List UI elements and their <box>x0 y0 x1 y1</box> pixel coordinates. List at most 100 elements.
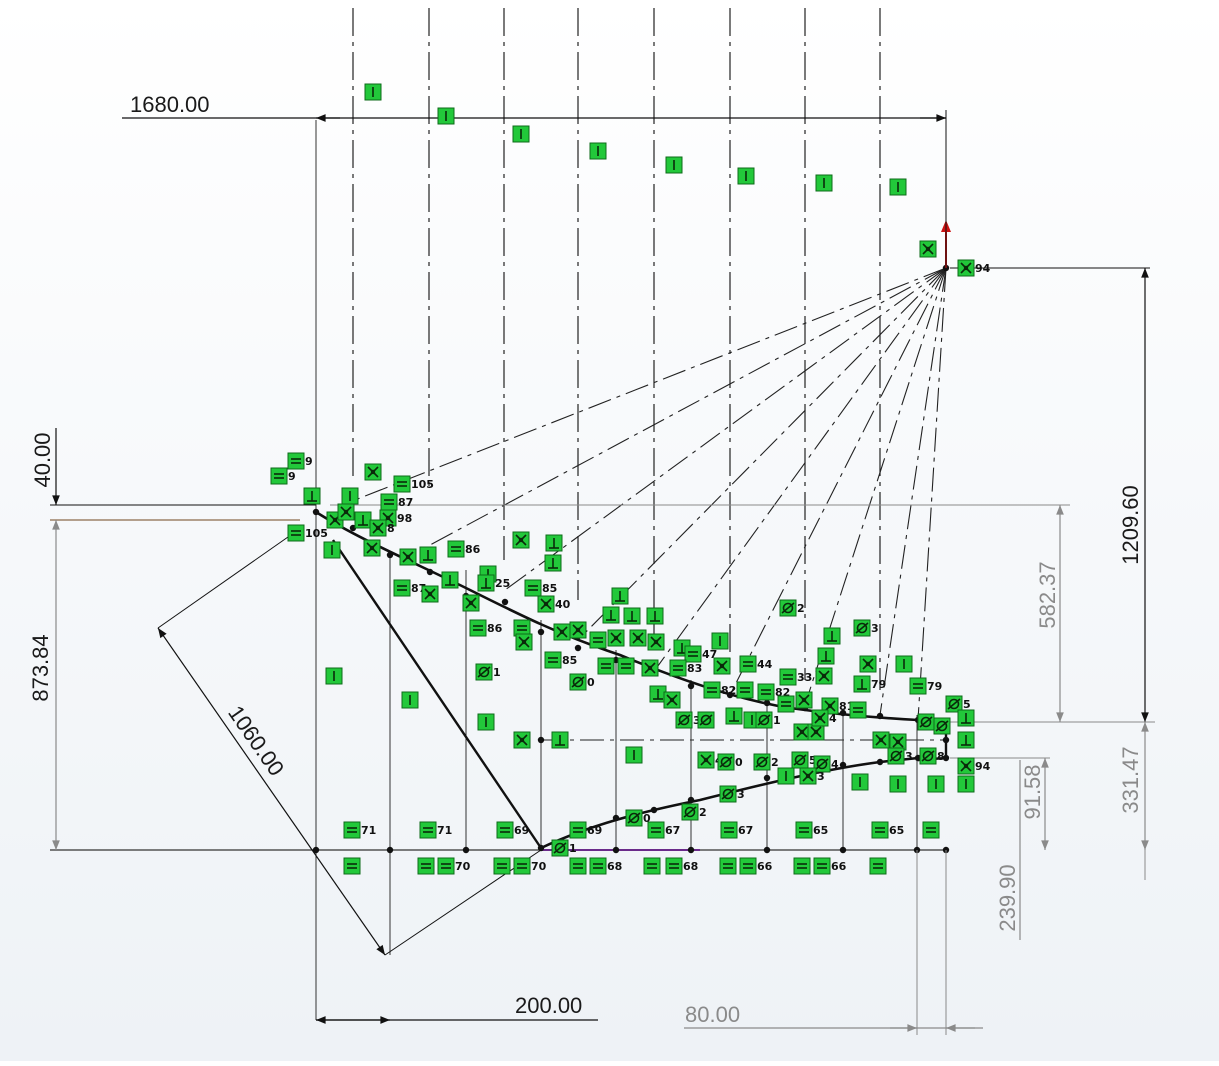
coincident-relation-icon[interactable] <box>607 629 625 647</box>
vertical-relation-icon[interactable] <box>589 142 607 160</box>
horizontal-relation-icon[interactable]: 67 <box>720 821 753 839</box>
perpendicular-relation-icon[interactable] <box>354 511 372 529</box>
perpendicular-relation-icon[interactable] <box>551 731 569 749</box>
horizontal-relation-icon[interactable] <box>343 857 361 875</box>
dimension-239[interactable]: 239.90 <box>995 760 1021 940</box>
coincident-relation-icon[interactable] <box>889 733 907 751</box>
tangent-relation-icon[interactable]: 5 <box>791 751 817 769</box>
dimension-331[interactable]: 331.47 <box>950 721 1155 880</box>
horizontal-relation-icon[interactable]: 65 <box>871 821 904 839</box>
coincident-relation-icon[interactable] <box>713 657 731 675</box>
vertical-relation-icon[interactable] <box>437 107 455 125</box>
vertical-relation-icon[interactable] <box>323 541 341 559</box>
perpendicular-relation-icon[interactable]: 79 <box>853 675 886 693</box>
horizontal-relation-icon[interactable]: 9 <box>287 452 313 470</box>
tangent-relation-icon[interactable]: 1 <box>551 839 577 857</box>
vertical-relation-icon[interactable] <box>477 713 495 731</box>
perpendicular-relation-icon[interactable] <box>419 546 437 564</box>
vertical-relation-icon[interactable] <box>325 667 343 685</box>
vertical-relation-icon[interactable] <box>711 632 729 650</box>
horizontal-relation-icon[interactable] <box>513 619 531 637</box>
dimension-873[interactable]: 873.84 <box>28 519 300 851</box>
coincident-relation-icon[interactable] <box>462 594 480 612</box>
horizontal-relation-icon[interactable]: 9 <box>270 467 296 485</box>
horizontal-relation-icon[interactable]: 66 <box>813 857 847 875</box>
horizontal-relation-icon[interactable]: 67 <box>647 821 680 839</box>
horizontal-relation-icon[interactable] <box>793 857 811 875</box>
coincident-relation-icon[interactable] <box>513 731 531 749</box>
dimension-40[interactable]: 40.00 <box>30 428 316 506</box>
horizontal-relation-icon[interactable]: 33 <box>779 668 812 686</box>
horizontal-relation-icon[interactable] <box>569 857 587 875</box>
tangent-relation-icon[interactable]: 2 <box>681 803 707 821</box>
dimension-1680[interactable]: 1680.00 <box>122 92 947 268</box>
vertical-relation-icon[interactable] <box>512 125 530 143</box>
coincident-relation-icon[interactable]: 8 <box>369 519 395 537</box>
tangent-relation-icon[interactable]: 8 <box>919 747 945 765</box>
coincident-relation-icon[interactable] <box>399 548 417 566</box>
dimension-873-text[interactable]: 873.84 <box>28 634 53 701</box>
vertical-relation-icon[interactable] <box>851 773 869 791</box>
vertical-relation-icon[interactable] <box>341 487 359 505</box>
horizontal-relation-icon[interactable]: 44 <box>739 655 773 673</box>
dimension-1060[interactable]: 1060.00 <box>157 529 542 956</box>
coincident-relation-icon[interactable] <box>337 503 355 521</box>
vertical-relation-icon[interactable] <box>401 691 419 709</box>
vertical-relation-icon[interactable] <box>895 655 913 673</box>
coincident-relation-icon[interactable] <box>807 723 825 741</box>
horizontal-relation-icon[interactable]: 105 <box>393 475 434 493</box>
horizontal-relation-icon[interactable] <box>417 857 435 875</box>
vertical-relation-icon[interactable] <box>957 775 975 793</box>
coincident-relation-icon[interactable] <box>663 691 681 709</box>
tangent-relation-icon[interactable]: 2 <box>753 753 779 771</box>
perpendicular-relation-icon[interactable] <box>611 587 629 605</box>
horizontal-relation-icon[interactable]: 82 <box>703 681 736 699</box>
dimension-80[interactable]: 80.00 <box>684 850 983 1035</box>
tangent-relation-icon[interactable]: 5 <box>945 695 971 713</box>
perpendicular-relation-icon[interactable] <box>817 647 835 665</box>
vertical-relation-icon[interactable] <box>927 775 945 793</box>
coincident-relation-icon[interactable]: 3 <box>799 767 825 785</box>
tangent-relation-icon[interactable]: 3 <box>675 711 701 729</box>
horizontal-relation-icon[interactable] <box>736 681 754 699</box>
horizontal-relation-icon[interactable]: 71 <box>419 821 452 839</box>
horizontal-relation-icon[interactable] <box>617 657 635 675</box>
vertical-relation-icon[interactable] <box>364 83 382 101</box>
dimension-1209-text[interactable]: 1209.60 <box>1118 485 1143 565</box>
tangent-relation-icon[interactable]: 1 <box>475 663 501 681</box>
vertical-relation-icon[interactable] <box>815 174 833 192</box>
coincident-relation-icon[interactable] <box>363 539 381 557</box>
horizontal-relation-icon[interactable] <box>849 701 867 719</box>
horizontal-relation-icon[interactable]: 87 <box>393 579 426 597</box>
vertical-relation-icon[interactable] <box>889 775 907 793</box>
coincident-relation-icon[interactable] <box>815 667 833 685</box>
horizontal-relation-icon[interactable]: 69 <box>496 821 529 839</box>
perpendicular-relation-icon[interactable] <box>544 554 562 572</box>
coincident-relation-icon[interactable] <box>512 531 530 549</box>
tangent-relation-icon[interactable]: 4 <box>813 755 839 773</box>
horizontal-relation-icon[interactable]: 85 <box>544 651 577 669</box>
horizontal-relation-icon[interactable]: 65 <box>795 821 828 839</box>
tangent-relation-icon[interactable]: 0 <box>569 673 595 691</box>
vertical-relation-icon[interactable] <box>625 746 643 764</box>
dimension-91[interactable]: 91.58 <box>950 757 1050 851</box>
horizontal-relation-icon[interactable]: 68 <box>589 857 622 875</box>
dimension-239-text[interactable]: 239.90 <box>995 864 1020 931</box>
perpendicular-relation-icon[interactable] <box>441 571 459 589</box>
horizontal-relation-icon[interactable]: 85 <box>524 579 557 597</box>
dimension-200-text[interactable]: 200.00 <box>515 993 582 1018</box>
perpendicular-relation-icon[interactable] <box>957 709 975 727</box>
perpendicular-relation-icon[interactable] <box>957 731 975 749</box>
coincident-relation-icon[interactable] <box>795 691 813 709</box>
coincident-relation-icon[interactable]: 94 <box>957 259 991 277</box>
horizontal-relation-icon[interactable]: 70 <box>437 857 471 875</box>
coincident-relation-icon[interactable] <box>641 659 659 677</box>
perpendicular-relation-icon[interactable] <box>646 607 664 625</box>
horizontal-relation-icon[interactable]: 70 <box>513 857 547 875</box>
dimension-331-text[interactable]: 331.47 <box>1118 746 1143 813</box>
horizontal-relation-icon[interactable]: 68 <box>665 857 698 875</box>
perpendicular-relation-icon[interactable] <box>725 707 743 725</box>
coincident-relation-icon[interactable] <box>919 240 937 258</box>
horizontal-relation-icon[interactable]: 105 <box>287 524 328 542</box>
dimension-1209[interactable]: 1209.60 <box>950 267 1150 723</box>
